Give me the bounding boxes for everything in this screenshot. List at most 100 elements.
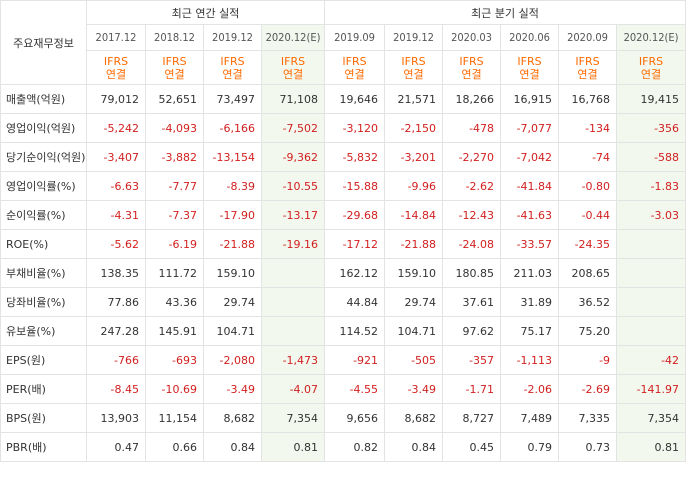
value-cell [260, 287, 326, 317]
value-cell: -5,832 [324, 142, 386, 172]
ifrs-basis-label: IFRS 연결 [260, 50, 326, 85]
row-label: BPS(원) [0, 403, 87, 433]
value-cell: -505 [384, 345, 444, 375]
table-row: PBR(배) 0.47 0.66 0.84 0.81 0.82 0.84 0.45 0.79 0.… [0, 432, 687, 462]
value-cell: -4.07 [260, 374, 326, 404]
table-row: PER(배) -8.45 -10.69 -3.49 -4.07 -4.55 -3.49 -1.… [0, 374, 687, 404]
value-cell: -356 [616, 113, 687, 143]
consolidated-label: 연결 [164, 67, 185, 81]
table-row: 영업이익률(%) -6.63 -7.77 -8.39 -10.55 -15.88 -9.96… [0, 171, 687, 201]
value-cell [260, 258, 326, 288]
row-label: 영업이익률(%) [0, 171, 87, 201]
annual-group-header: 최근 연간 실적 [85, 0, 326, 25]
value-cell: 0.47 [86, 432, 146, 462]
value-cell: 79,012 [86, 84, 146, 114]
value-cell: 145.91 [145, 316, 204, 346]
row-label: 유보율(%) [0, 316, 87, 346]
period-header: 2020.06 [500, 24, 560, 51]
ifrs-label: IFRS [401, 54, 426, 68]
value-cell: -7,502 [260, 113, 326, 143]
row-label: PER(배) [0, 374, 87, 404]
ifrs-label: IFRS [575, 54, 600, 68]
value-cell: 75.20 [558, 316, 618, 346]
value-cell: 159.10 [203, 258, 262, 288]
row-label: 매출액(억원) [0, 84, 87, 114]
value-cell: 0.73 [558, 432, 618, 462]
value-cell: 0.82 [324, 432, 386, 462]
table-row: BPS(원) 13,903 11,154 8,682 7,354 9,656 8,682 8,… [0, 403, 687, 433]
value-cell: -42 [616, 345, 687, 375]
consolidated-label: 연결 [344, 67, 365, 81]
consolidated-label: 연결 [282, 67, 304, 81]
consolidated-label: 연결 [403, 67, 424, 81]
value-cell: 21,571 [384, 84, 444, 114]
ifrs-basis-label: IFRS 연결 [86, 50, 146, 85]
value-cell: 114.52 [324, 316, 386, 346]
value-cell: -357 [442, 345, 502, 375]
period-header: 2020.03 [442, 24, 502, 51]
table-row: 부채비율(%) 138.35 111.72 159.10 162.12 159.10 180… [0, 258, 687, 288]
value-cell: -3,120 [324, 113, 386, 143]
value-cell: -74 [558, 142, 618, 172]
value-cell: -41.63 [500, 200, 560, 230]
value-cell: 0.84 [384, 432, 444, 462]
value-cell: -33.57 [500, 229, 560, 259]
value-cell: -4.55 [324, 374, 386, 404]
value-cell: -921 [324, 345, 386, 375]
value-cell: -3.49 [203, 374, 262, 404]
consolidated-label: 연결 [640, 67, 662, 81]
value-cell [616, 316, 687, 346]
ifrs-label: IFRS [280, 54, 306, 68]
quarterly-group-header: 최근 분기 실적 [324, 0, 687, 25]
value-cell: -3,201 [384, 142, 444, 172]
value-cell: -3,407 [86, 142, 146, 172]
value-cell: 43.36 [145, 287, 204, 317]
value-cell: 8,682 [384, 403, 444, 433]
period-header: 2019.12 [203, 24, 262, 51]
ifrs-label: IFRS [162, 54, 187, 68]
table-row: 당기순이익(억원) -3,407 -3,882 -13,154 -9,362 -5,832… [0, 142, 687, 172]
value-cell: -7.37 [145, 200, 204, 230]
value-cell: -13.17 [260, 200, 326, 230]
value-cell: 7,354 [260, 403, 326, 433]
value-cell: -141.97 [616, 374, 687, 404]
consolidated-label: 연결 [461, 67, 482, 81]
ifrs-basis-label: IFRS 연결 [442, 50, 502, 85]
value-cell [616, 287, 687, 317]
value-cell: -17.90 [203, 200, 262, 230]
value-cell: -7,042 [500, 142, 560, 172]
value-cell: -14.84 [384, 200, 444, 230]
ifrs-basis-label: IFRS 연결 [384, 50, 444, 85]
value-cell: 0.79 [500, 432, 560, 462]
period-header: 2020.09 [558, 24, 618, 51]
value-cell: 19,646 [324, 84, 386, 114]
value-cell: -5,242 [86, 113, 146, 143]
value-cell: -0.80 [558, 171, 618, 201]
value-cell: 211.03 [500, 258, 560, 288]
value-cell: -21.88 [384, 229, 444, 259]
value-cell: 162.12 [324, 258, 386, 288]
value-cell: -7,077 [500, 113, 560, 143]
period-header: 2018.12 [145, 24, 204, 51]
row-label: PBR(배) [0, 432, 87, 462]
row-label: 부채비율(%) [0, 258, 87, 288]
value-cell: 0.81 [260, 432, 326, 462]
period-header: 2019.09 [324, 24, 386, 51]
value-cell: 8,682 [203, 403, 262, 433]
value-cell: 77.86 [86, 287, 146, 317]
value-cell: -7.77 [145, 171, 204, 201]
value-cell: 8,727 [442, 403, 502, 433]
value-cell: 104.71 [384, 316, 444, 346]
consolidated-label: 연결 [222, 67, 243, 81]
value-cell: -19.16 [260, 229, 326, 259]
value-cell: 16,915 [500, 84, 560, 114]
value-cell: -588 [616, 142, 687, 172]
value-cell: -9,362 [260, 142, 326, 172]
value-cell: 36.52 [558, 287, 618, 317]
value-cell: -1.71 [442, 374, 502, 404]
table-row: 영업이익(억원) -5,242 -4,093 -6,166 -7,502 -3,120 -2… [0, 113, 687, 143]
row-label: ROE(%) [0, 229, 87, 259]
value-cell: 0.45 [442, 432, 502, 462]
value-cell: -10.55 [260, 171, 326, 201]
value-cell [616, 258, 687, 288]
